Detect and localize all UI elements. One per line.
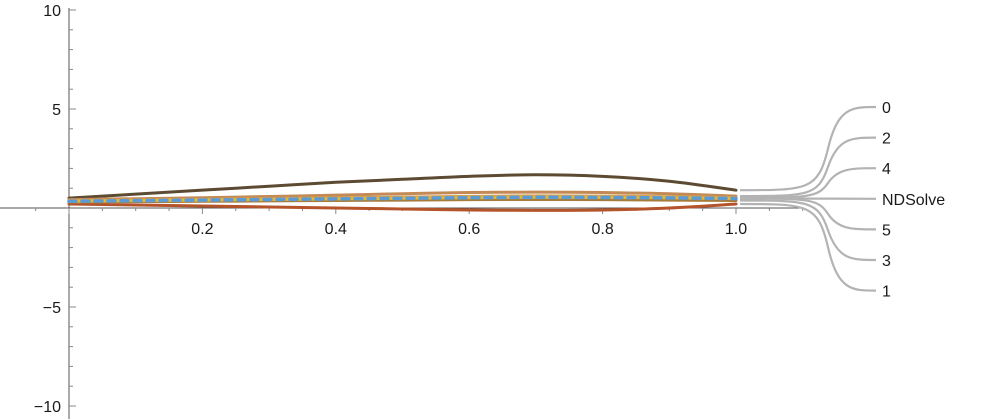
label-leader-line xyxy=(739,105,877,192)
series-label-4: 4 xyxy=(882,161,891,178)
x-tick-label: 0.8 xyxy=(591,221,613,238)
series-label-1: 1 xyxy=(882,284,891,301)
label-leader-line xyxy=(739,136,877,198)
label-leader-line xyxy=(739,202,877,292)
label-leader-line xyxy=(739,199,877,262)
series-label-5: 5 xyxy=(882,222,891,239)
series-label-3: 3 xyxy=(882,253,891,270)
series-label-0: 0 xyxy=(882,100,891,117)
series-line-ndsolve xyxy=(67,195,738,204)
x-tick-label: 0.4 xyxy=(325,221,347,238)
y-tick-label: 10 xyxy=(43,3,61,20)
callout-labels: 0 2 4 NDSolve 5 3 1 xyxy=(739,100,945,301)
series-line-1 xyxy=(67,202,738,212)
series-layer xyxy=(67,173,738,212)
y-tick-label: 5 xyxy=(52,102,61,119)
series-label-2: 2 xyxy=(882,131,891,148)
y-tick-label: −10 xyxy=(34,399,61,416)
x-tick-label: 0.6 xyxy=(458,221,480,238)
y-tick-label: −5 xyxy=(43,300,61,317)
x-tick-label: 0.2 xyxy=(191,221,213,238)
label-leader-line xyxy=(739,197,877,231)
axes: 0.2 0.4 0.6 0.8 1.0 −10 −5 5 10 xyxy=(0,3,804,419)
series-line-2 xyxy=(67,190,738,202)
label-leader-line xyxy=(739,167,877,199)
series-label-ndsolve: NDSolve xyxy=(882,192,945,209)
x-tick-label: 1.0 xyxy=(725,221,747,238)
series-line-0 xyxy=(67,173,738,200)
